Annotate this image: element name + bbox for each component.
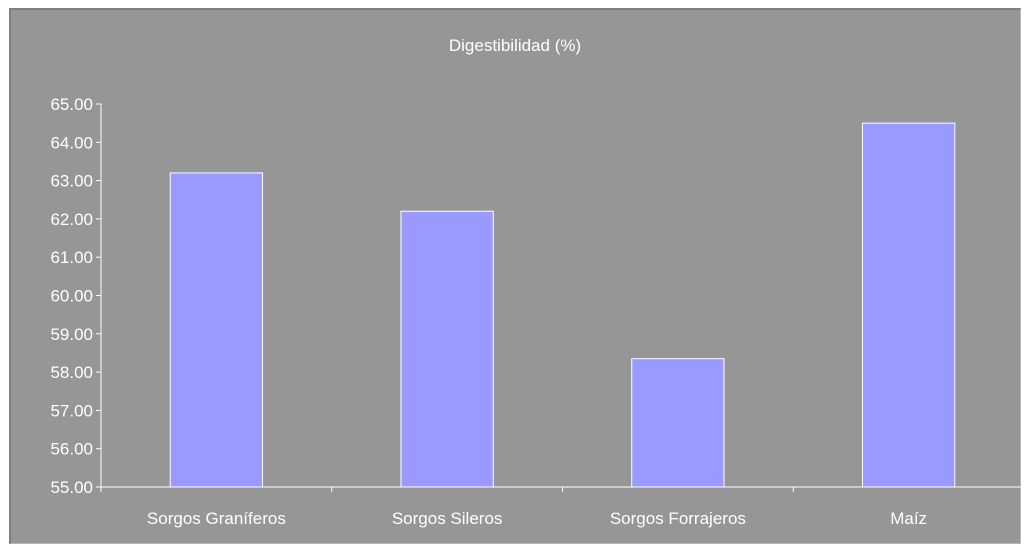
y-tick-label-0: 55.00 xyxy=(50,478,93,497)
bars-group xyxy=(169,122,956,488)
x-category-label-2: Sorgos Forrajeros xyxy=(610,509,746,528)
y-tick-label-1: 56.00 xyxy=(50,440,93,459)
axes-group xyxy=(96,103,1025,492)
bar-1 xyxy=(400,210,494,488)
y-tick-label-7: 62.00 xyxy=(50,210,93,229)
labels-group: 55.00 56.00 57.00 58.00 59.00 60.00 61.00 62.00… xyxy=(50,95,927,528)
y-tick-label-9: 64.00 xyxy=(50,133,93,152)
x-category-label-1: Sorgos Sileros xyxy=(392,509,503,528)
bar-2 xyxy=(631,358,725,488)
y-tick-label-4: 59.00 xyxy=(50,325,93,344)
y-tick-label-5: 60.00 xyxy=(50,287,93,306)
y-tick-label-10: 65.00 xyxy=(50,95,93,114)
x-category-label-0: Sorgos Graníferos xyxy=(147,509,286,528)
y-tick-label-8: 63.00 xyxy=(50,172,93,191)
y-tick-label-2: 57.00 xyxy=(50,401,93,420)
x-category-label-3: Maíz xyxy=(890,509,927,528)
y-tick-label-6: 61.00 xyxy=(50,248,93,267)
y-tick-label-3: 58.00 xyxy=(50,363,93,382)
bar-0 xyxy=(169,172,264,488)
bar-3 xyxy=(861,122,956,488)
chart-title: Digestibilidad (%) xyxy=(448,36,582,55)
